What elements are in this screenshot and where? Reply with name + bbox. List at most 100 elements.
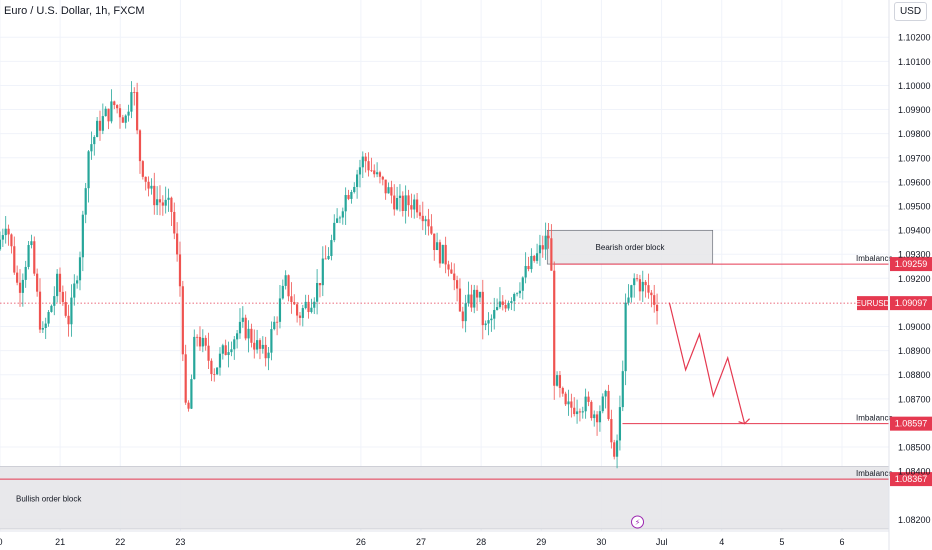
candle-bearish [141, 161, 144, 177]
candle-bearish [296, 304, 299, 316]
candle-bullish [544, 235, 547, 250]
candle-bearish [276, 321, 279, 323]
imbalance-price-tag [890, 416, 932, 431]
candle-bearish [290, 296, 293, 303]
candle-bullish [201, 337, 204, 347]
candle-bullish [41, 328, 44, 330]
candle-bearish [250, 328, 253, 343]
x-tick-label: 5 [779, 537, 784, 547]
candle-bearish [447, 264, 450, 270]
candle-bearish [136, 92, 139, 131]
symbol-tag [857, 296, 888, 311]
y-tick-label: 1.09900 [898, 105, 931, 115]
y-tick-label: 1.08800 [898, 370, 931, 380]
bearish-order-block-label: Bearish order block [596, 243, 666, 252]
candle-bullish [361, 156, 364, 168]
candle-bullish [355, 174, 359, 187]
candle-bearish [144, 176, 147, 182]
candle-bullish [495, 307, 499, 310]
candle-bearish [170, 197, 173, 212]
y-tick-label: 1.09000 [898, 322, 931, 332]
candle-bullish [487, 320, 490, 324]
candle-bearish [410, 205, 413, 210]
y-tick-label: 1.08900 [898, 346, 931, 356]
imbalance-price-label: 1.08367 [895, 474, 928, 484]
candle-bullish [278, 298, 282, 322]
candle-bearish [264, 344, 267, 359]
candle-bullish [236, 333, 239, 340]
candle-bullish [93, 136, 96, 145]
candle-bearish [147, 181, 150, 189]
candle-bullish [441, 244, 444, 264]
candle-bullish [387, 187, 390, 194]
candle-bullish [267, 352, 270, 359]
candle-bearish [64, 302, 67, 316]
candle-bearish [587, 396, 590, 402]
candle-bullish [304, 301, 307, 309]
candle-bearish [655, 304, 659, 312]
currency-button[interactable]: USD [894, 2, 927, 21]
candle-bullish [484, 323, 487, 326]
y-tick-label: 1.08400 [898, 467, 931, 477]
x-tick-label: 30 [596, 537, 606, 547]
candle-bearish [293, 302, 296, 305]
candle-bullish [567, 401, 570, 405]
candle-bullish [1, 235, 4, 240]
candle-bearish [67, 315, 70, 325]
candle-bullish [110, 101, 113, 122]
candle-bearish [393, 195, 396, 210]
candle-bearish [647, 285, 650, 293]
y-tick-label: 1.08500 [898, 443, 931, 453]
y-tick-label: 1.08700 [898, 394, 931, 404]
candle-bearish [475, 289, 479, 298]
candle-bullish [604, 390, 607, 397]
chart-grid [0, 0, 889, 531]
candle-bullish [78, 257, 82, 281]
projection-line [668, 302, 746, 424]
y-tick-label: 1.10200 [898, 33, 931, 43]
candle-bearish [558, 375, 562, 388]
candle-bearish [118, 108, 122, 118]
bullish-order-block-label: Bullish order block [16, 495, 82, 504]
candle-bullish [30, 241, 33, 246]
candle-bullish [521, 277, 524, 291]
candle-bearish [653, 295, 656, 305]
candle-bullish [473, 289, 476, 308]
candle-bearish [504, 304, 507, 309]
candle-bullish [233, 339, 236, 350]
x-tick-label: 6 [839, 537, 844, 547]
candle-bearish [501, 301, 504, 305]
candle-bullish [150, 185, 153, 189]
candle-bullish [395, 198, 399, 210]
y-tick-label: 1.09400 [898, 226, 931, 236]
imbalance-price-label: 1.09259 [895, 259, 928, 269]
candle-bearish [553, 270, 556, 386]
candle-bearish [61, 291, 64, 303]
candle-bearish [184, 354, 187, 403]
candle-bearish [561, 387, 564, 394]
candle-bullish [341, 211, 344, 218]
candle-bullish [47, 311, 50, 324]
candle-bullish [256, 340, 259, 350]
price-tag [890, 296, 932, 311]
candle-bearish [613, 442, 616, 457]
candle-bearish [176, 233, 179, 255]
lightning-glyph: ⚡ [635, 518, 641, 527]
candle-bullish [518, 290, 522, 294]
candle-bullish [464, 303, 467, 322]
candle-bullish [50, 305, 53, 312]
candle-bullish [524, 266, 527, 278]
candle-bullish [316, 282, 319, 302]
candle-bullish [353, 186, 356, 193]
candle-bearish [455, 280, 459, 289]
candle-bearish [364, 156, 367, 162]
candle-bearish [418, 212, 422, 216]
candle-bearish [178, 254, 182, 287]
candle-bullish [493, 309, 496, 319]
candle-bullish [398, 195, 402, 199]
candle-bearish [470, 294, 473, 308]
candle-bearish [381, 176, 384, 180]
candle-bullish [538, 245, 542, 254]
candle-bullish [56, 273, 59, 297]
